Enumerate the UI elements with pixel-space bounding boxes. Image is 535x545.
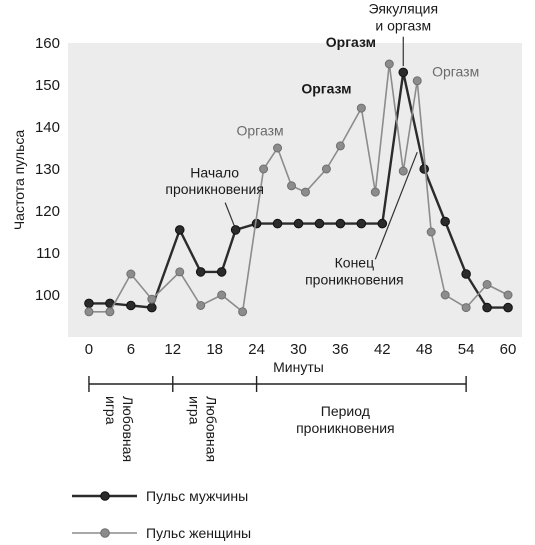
x-tick-label: 48 <box>416 341 433 358</box>
legend-marker <box>100 491 110 501</box>
data-point-female <box>105 307 115 317</box>
annotation-label: и оргазм <box>375 17 431 33</box>
annotation-label: Начало <box>190 164 239 180</box>
y-tick-label: 120 <box>35 203 60 220</box>
data-point-female <box>356 103 366 113</box>
data-point-female <box>335 141 345 151</box>
phase-label: Период <box>321 403 370 419</box>
data-point-male <box>216 267 227 277</box>
x-tick-label: 30 <box>290 341 307 358</box>
y-tick-label: 140 <box>35 119 60 136</box>
x-axis-label: Минуты <box>273 359 324 375</box>
y-tick-label: 130 <box>35 161 60 178</box>
annotation-label: Оргазм <box>236 122 283 138</box>
data-point-female <box>300 187 310 197</box>
x-tick-label: 60 <box>500 341 517 358</box>
data-point-male <box>377 218 388 229</box>
data-point-male <box>84 298 94 309</box>
x-tick-label: 6 <box>127 341 135 358</box>
data-point-male <box>293 218 304 229</box>
y-tick-label: 110 <box>36 245 60 262</box>
data-point-female <box>273 143 283 153</box>
annotation-label: проникновения <box>165 181 264 197</box>
end-penetration-pointer <box>374 151 418 260</box>
annotation-label: Эякуляция <box>368 1 438 17</box>
data-point-female <box>238 307 248 317</box>
data-point-male <box>126 300 136 311</box>
plot-background <box>68 43 522 337</box>
data-point-female <box>440 290 450 300</box>
data-point-female <box>147 294 157 304</box>
legend-label: Пульс женщины <box>146 525 251 541</box>
x-tick-label: 12 <box>164 341 181 358</box>
x-tick-label: 42 <box>374 341 391 358</box>
data-point-female <box>217 290 227 300</box>
y-tick-label: 100 <box>35 287 60 304</box>
data-point-male <box>503 302 513 313</box>
data-point-female <box>126 269 136 279</box>
y-tick-label: 150 <box>35 77 60 94</box>
data-point-male <box>419 164 430 174</box>
y-axis-label: Частота пульса <box>11 130 27 231</box>
data-point-female <box>482 280 492 289</box>
phase-label: игра <box>103 396 119 425</box>
data-point-male <box>461 269 471 279</box>
y-tick-label: 160 <box>35 35 60 52</box>
data-point-female <box>426 227 436 237</box>
annotation-label: Конец <box>335 255 374 271</box>
x-tick-label: 24 <box>248 341 265 358</box>
data-point-male <box>482 302 492 313</box>
data-point-female <box>412 76 422 86</box>
data-point-female <box>398 166 408 176</box>
data-point-female <box>287 181 297 191</box>
data-point-female <box>321 164 331 174</box>
legend-marker <box>100 528 110 538</box>
phase-label: Любовная <box>120 396 136 462</box>
data-point-female <box>196 301 206 310</box>
data-point-male <box>314 218 325 229</box>
annotation-label: Оргазм <box>301 80 351 96</box>
data-point-male <box>174 225 185 235</box>
data-point-female <box>175 267 185 277</box>
data-point-male <box>272 218 283 229</box>
data-point-male <box>440 216 450 227</box>
series-line-female <box>88 63 509 314</box>
x-tick-label: 36 <box>332 341 349 358</box>
data-point-female <box>461 303 471 313</box>
legend-label: Пульс мужчины <box>146 488 248 504</box>
data-point-male <box>335 218 346 229</box>
data-point-female <box>384 59 394 69</box>
data-point-male <box>356 218 367 229</box>
phase-label: проникновения <box>296 420 395 436</box>
data-point-female <box>503 290 513 300</box>
data-point-female <box>84 307 94 317</box>
x-tick-label: 18 <box>206 341 223 358</box>
annotation-label: Оргазм <box>326 34 376 50</box>
x-tick-label: 0 <box>85 341 93 358</box>
data-point-male <box>398 67 409 78</box>
phase-label: Любовная <box>204 396 220 462</box>
data-point-male <box>230 225 241 235</box>
x-tick-label: 54 <box>458 341 475 358</box>
data-point-female <box>259 164 269 174</box>
annotation-label: проникновения <box>305 272 404 288</box>
annotation-label: Оргазм <box>432 64 479 80</box>
start-penetration-pointer <box>224 202 235 226</box>
data-point-male <box>147 302 157 313</box>
phase-label: игра <box>187 396 203 425</box>
data-point-female <box>370 187 380 197</box>
data-point-male <box>195 267 206 277</box>
